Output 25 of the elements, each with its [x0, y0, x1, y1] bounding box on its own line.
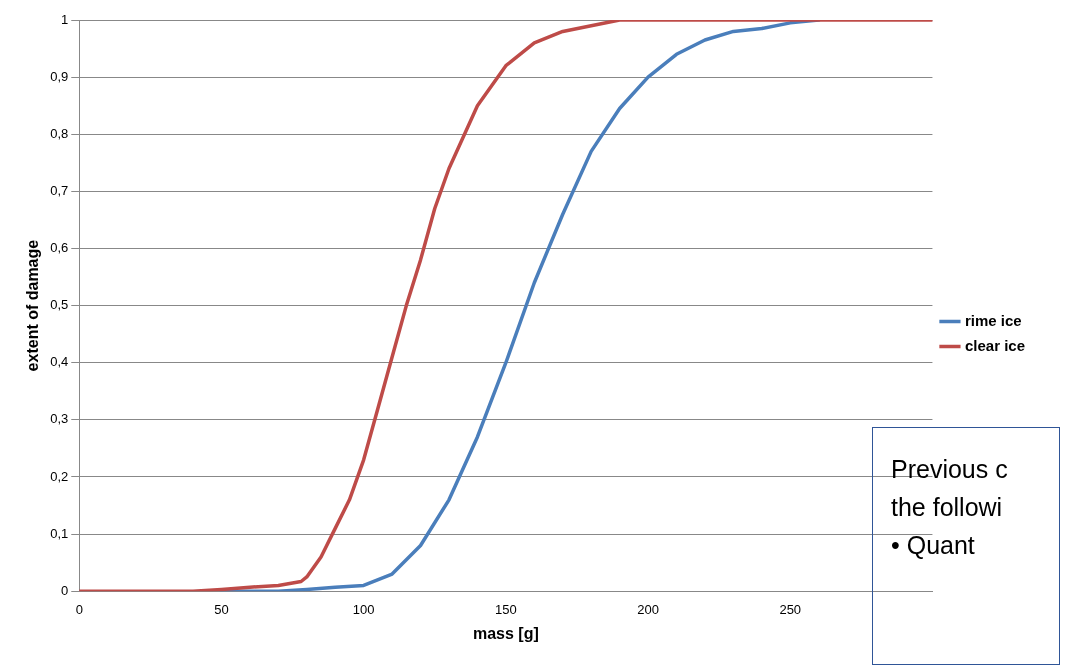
text-box: Previous c the followi • Quant	[872, 427, 1060, 665]
y-tick-label: 0	[61, 582, 69, 598]
y-tick-label: 0,8	[50, 125, 69, 141]
y-tick-label: 0,7	[50, 182, 69, 198]
x-tick-label: 200	[637, 601, 659, 617]
x-axis-title: mass [g]	[472, 624, 539, 642]
y-tick-label: 0,5	[50, 297, 69, 313]
annotation: • Quant	[891, 530, 976, 561]
y-tick-label: 1	[61, 11, 69, 27]
y-tick-label: 0,3	[50, 411, 69, 427]
x-tick-label: 150	[495, 601, 517, 617]
y-tick-label: 0,6	[50, 240, 69, 256]
y-axis-title: extent of damage	[24, 239, 42, 372]
x-tick-label: 50	[214, 601, 229, 617]
y-tick-label: 0,9	[50, 68, 69, 84]
x-tick-label: 250	[779, 601, 802, 617]
legend-label: clear ice	[964, 336, 1026, 354]
y-tick-label: 0,2	[50, 468, 69, 484]
annotation: the followi	[891, 492, 1004, 523]
x-tick-label: 100	[352, 601, 375, 617]
y-tick-label: 0,1	[50, 525, 69, 541]
legend-label: rime ice	[964, 311, 1022, 329]
x-tick-label: 0	[75, 601, 83, 617]
annotation: Previous c	[891, 454, 1009, 485]
y-tick-label: 0,4	[50, 354, 69, 370]
